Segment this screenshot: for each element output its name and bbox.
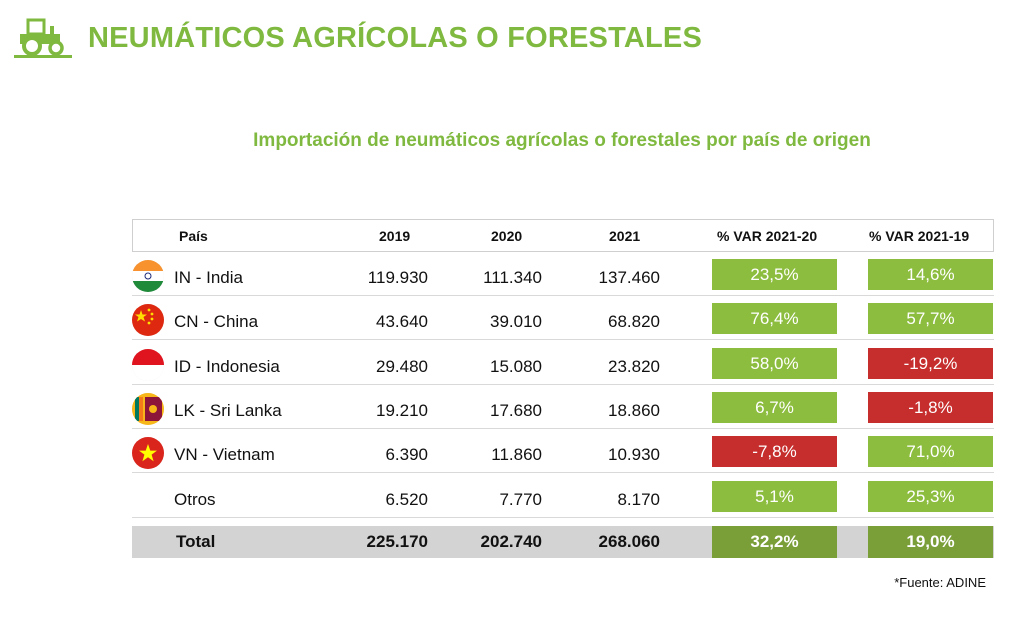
total-var-2021-19: 19,0%: [868, 526, 993, 558]
total-row: Total 225.170 202.740 268.060 32,2% 19,0…: [132, 526, 994, 558]
col-header-var-2021-20: % VAR 2021-20: [717, 228, 818, 244]
value-2021: 68.820: [608, 312, 660, 332]
value-2020: 15.080: [490, 356, 542, 376]
value-2021: 10.930: [608, 445, 660, 465]
value-2019: 6.390: [385, 445, 428, 465]
country-name: LK - Sri Lanka: [174, 400, 282, 420]
var-2021-19: 25,3%: [868, 480, 993, 512]
col-header-2019: 2019: [379, 228, 411, 244]
value-2020: 17.680: [490, 400, 542, 420]
sri-lanka-flag-icon: [132, 392, 164, 425]
value-2020: 111.340: [483, 268, 542, 287]
country-name: ID - Indonesia: [174, 356, 280, 376]
source-note: *Fuente: ADINE: [894, 575, 986, 590]
var-2021-19: 71,0%: [868, 436, 993, 468]
row-divider: [132, 516, 994, 518]
value-2019: 6.520: [385, 489, 428, 509]
col-header-var-2021-19: % VAR 2021-19: [869, 228, 970, 244]
value-2020: 7.770: [499, 489, 542, 509]
total-2020: 202.740: [480, 532, 542, 551]
value-2019: 119.930: [367, 268, 428, 287]
china-flag-icon: [132, 304, 164, 337]
tractor-icon: [12, 18, 74, 58]
var-2021-20: 76,4%: [712, 303, 837, 335]
row-divider: [132, 383, 994, 385]
var-2021-19: 57,7%: [868, 303, 993, 335]
country-name: Otros: [174, 489, 216, 509]
value-2021: 18.860: [608, 400, 660, 420]
value-2020: 11.860: [491, 445, 542, 465]
row-divider: [132, 339, 994, 341]
var-2021-20: 58,0%: [712, 347, 837, 379]
value-2019: 29.480: [376, 356, 428, 376]
value-2021: 8.170: [617, 489, 660, 509]
table-row: IN - India 119.930 111.340 137.460 23,5% 14,6…: [132, 252, 994, 296]
country-name: CN - China: [174, 312, 259, 332]
table-row: ID - Indonesia 29.480 15.080 23.820 58,0% -19…: [132, 341, 994, 385]
value-2020: 39.010: [490, 312, 542, 332]
header: [12, 18, 74, 58]
table-row: Otros 6.520 7.770 8.170 5,1% 25,3%: [132, 474, 994, 518]
total-2019: 225.170: [366, 532, 428, 551]
var-2021-20: -7,8%: [712, 436, 837, 468]
table-header: País 2019 2020 2021 % VAR 2021-20 % VAR …: [132, 219, 994, 252]
value-2021: 23.820: [608, 356, 660, 376]
total-label: Total: [176, 532, 216, 551]
total-var-2021-20: 32,2%: [712, 526, 837, 558]
col-header-2020: 2020: [491, 228, 523, 244]
table-row: CN - China 43.640 39.010 68.820 76,4% 57,7%: [132, 296, 994, 341]
indonesia-flag-icon: [132, 348, 164, 381]
col-header-country: País: [179, 228, 208, 244]
var-2021-19: -1,8%: [868, 391, 993, 423]
page-title: NEUMÁTICOS AGRÍCOLAS O FORESTALES: [88, 22, 702, 54]
col-header-2021: 2021: [609, 228, 641, 244]
value-2019: 43.640: [376, 312, 428, 332]
row-divider: [132, 295, 994, 296]
row-divider: [132, 472, 994, 474]
india-flag-icon: [132, 260, 164, 292]
table-row: LK - Sri Lanka 19.210 17.680 18.860 6,7% -1,8…: [132, 385, 994, 429]
country-name: IN - India: [174, 268, 243, 287]
table-subtitle: Importación de neumáticos agrícolas o fo…: [253, 130, 871, 151]
value-2019: 19.210: [376, 400, 428, 420]
var-2021-20: 23,5%: [712, 259, 837, 290]
var-2021-19: 14,6%: [868, 259, 993, 290]
row-divider: [132, 427, 994, 429]
var-2021-20: 5,1%: [712, 480, 837, 512]
vietnam-flag-icon: [132, 437, 164, 470]
total-2021: 268.060: [598, 532, 660, 551]
table-row: VN - Vietnam 6.390 11.860 10.930 -7,8% 71,0%: [132, 429, 994, 474]
var-2021-19: -19,2%: [868, 347, 993, 379]
value-2021: 137.460: [598, 268, 660, 287]
imports-table: País 2019 2020 2021 % VAR 2021-20 % VAR …: [132, 219, 994, 558]
country-name: VN - Vietnam: [174, 445, 275, 465]
var-2021-20: 6,7%: [712, 391, 837, 423]
